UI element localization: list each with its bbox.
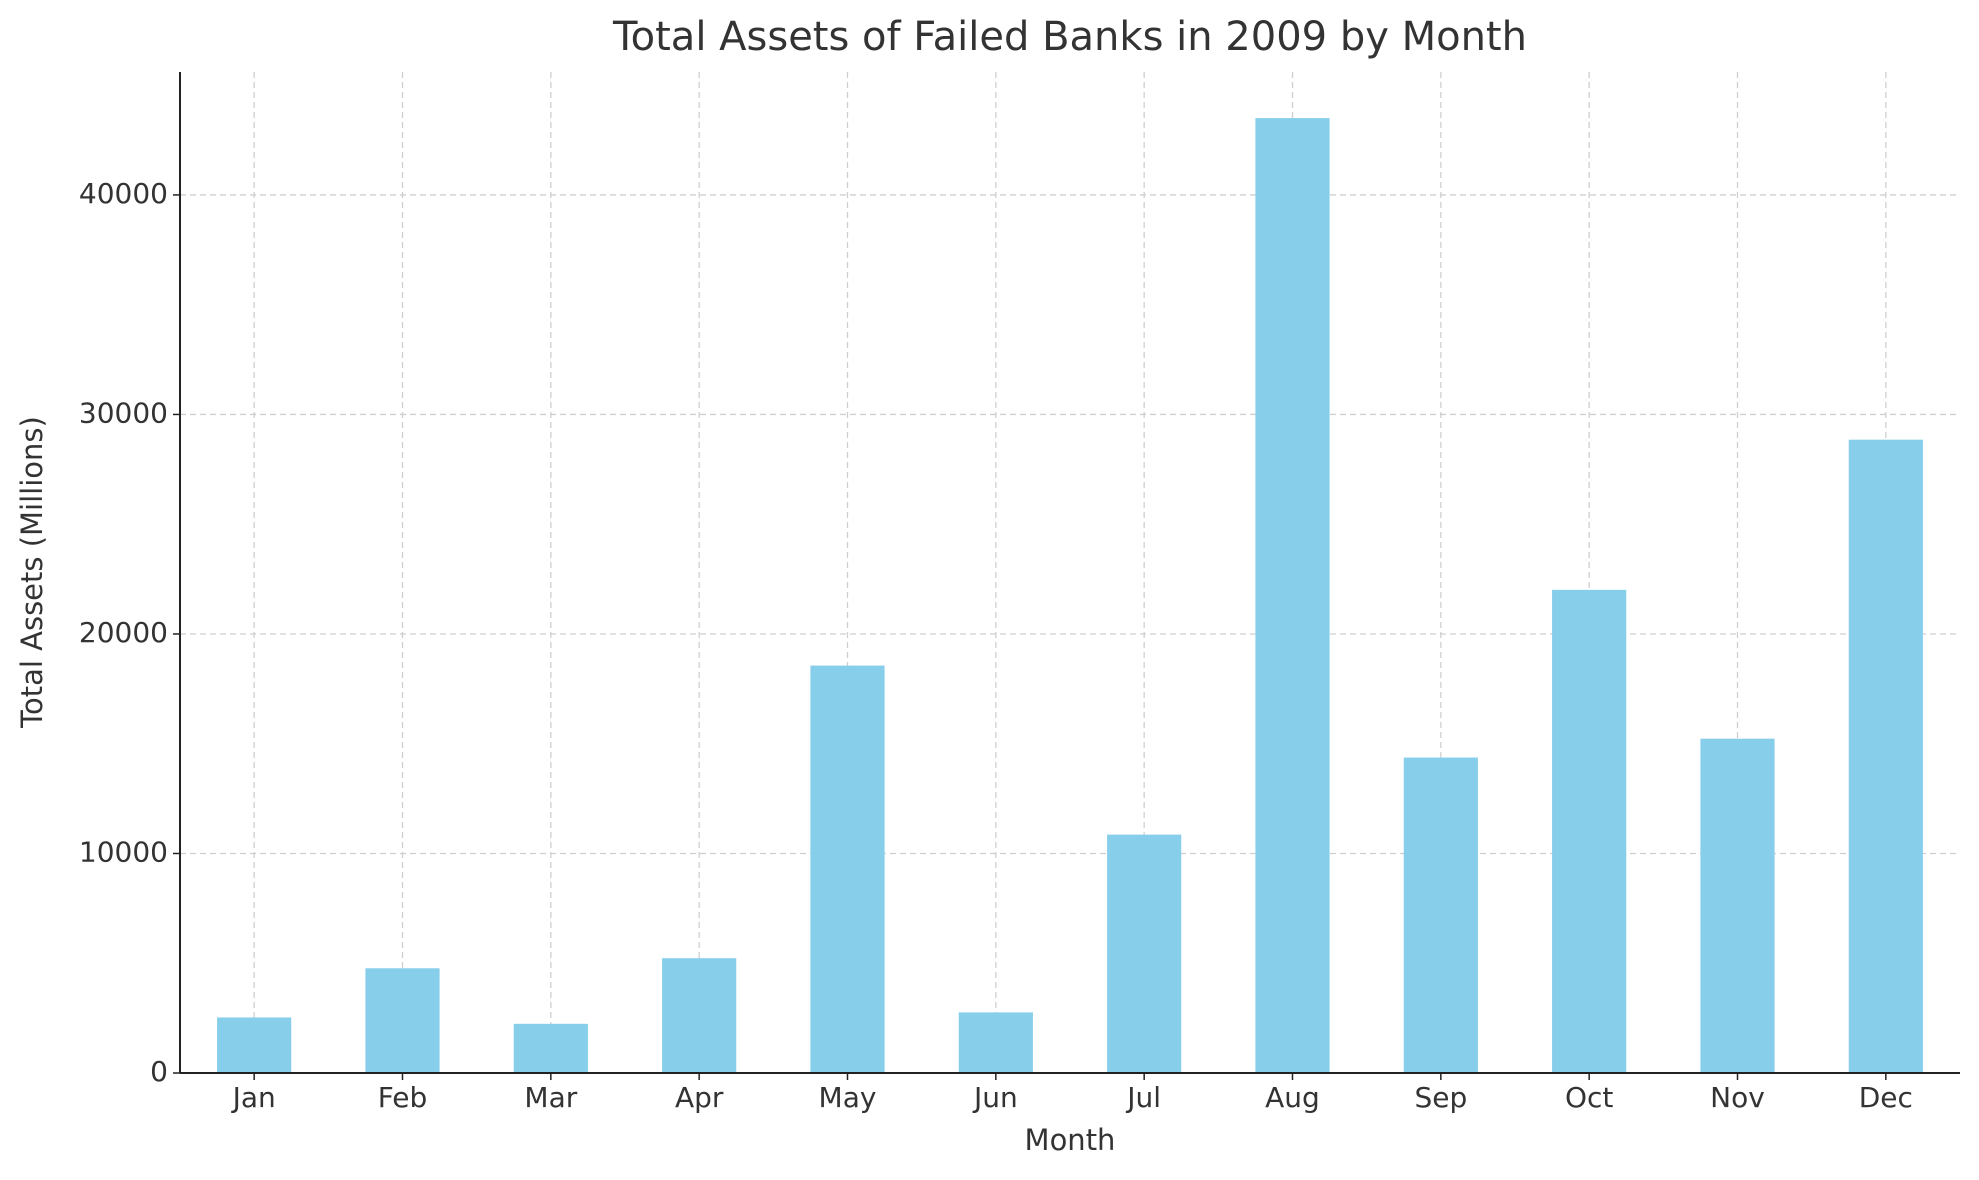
- chart-title: Total Assets of Failed Banks in 2009 by …: [612, 14, 1527, 60]
- bar: [1255, 118, 1330, 1073]
- bar: [365, 968, 440, 1073]
- x-tick-label: Oct: [1565, 1081, 1613, 1114]
- bar: [1848, 439, 1923, 1073]
- x-tick-label: Apr: [675, 1081, 724, 1114]
- x-tick-label: Jun: [972, 1081, 1018, 1114]
- x-tick-label: Sep: [1414, 1081, 1467, 1114]
- bar: [1403, 757, 1478, 1073]
- grid: [180, 72, 1960, 1074]
- bar: [810, 665, 885, 1073]
- y-tick-label: 20000: [79, 616, 168, 649]
- y-tick-label: 30000: [79, 396, 168, 429]
- x-tick-label: Aug: [1265, 1081, 1320, 1114]
- bar: [513, 1023, 588, 1073]
- tick-labels: 0 10000 20000 30000 40000 Jan Feb Mar Apr May Jun J…: [79, 177, 1913, 1114]
- x-tick-label: Jan: [231, 1081, 276, 1114]
- bar: [217, 1017, 292, 1073]
- x-tick-label: Dec: [1859, 1081, 1913, 1114]
- x-tick-label: Jul: [1125, 1081, 1161, 1114]
- x-axis-label: Month: [1025, 1123, 1116, 1157]
- x-tick-label: Nov: [1710, 1081, 1765, 1114]
- y-tick-label: 40000: [79, 177, 168, 210]
- y-tick-label: 0: [150, 1055, 168, 1088]
- x-tick-label: Mar: [524, 1081, 577, 1114]
- bar: [1700, 738, 1775, 1073]
- y-axis-label: Total Assets (Millions): [15, 416, 49, 729]
- x-tick-label: Feb: [378, 1081, 428, 1114]
- bar: [1107, 834, 1182, 1073]
- bars: [217, 118, 1923, 1073]
- x-tick-label: May: [819, 1081, 877, 1114]
- y-tick-label: 10000: [79, 835, 168, 868]
- bar: [1552, 589, 1627, 1073]
- bar: [958, 1012, 1033, 1073]
- bar: [662, 958, 737, 1073]
